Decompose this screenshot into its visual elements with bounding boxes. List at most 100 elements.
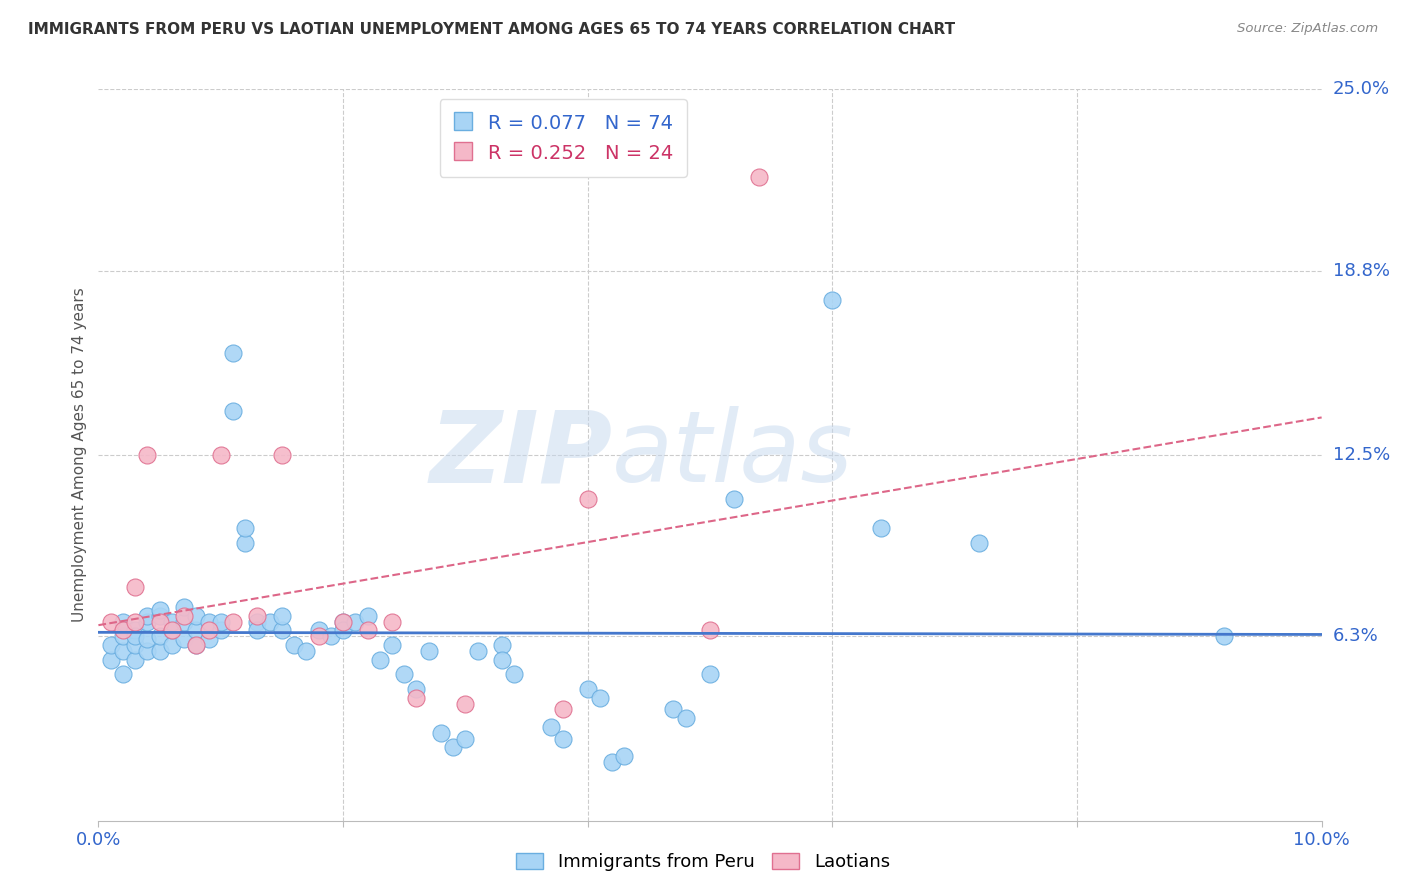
Point [136, 644, 159, 658]
Point [149, 608, 172, 623]
Point [209, 615, 232, 629]
Point [503, 667, 526, 681]
Point [149, 615, 172, 629]
Legend: Immigrants from Peru, Laotians: Immigrants from Peru, Laotians [509, 846, 897, 879]
Point [124, 580, 146, 594]
Point [186, 624, 208, 638]
Point [295, 644, 318, 658]
Point [699, 667, 721, 681]
Point [332, 615, 354, 629]
Point [246, 608, 269, 623]
Point [124, 638, 146, 652]
Point [356, 608, 378, 623]
Point [209, 624, 232, 638]
Point [699, 624, 721, 638]
Point [186, 608, 208, 623]
Point [441, 740, 464, 755]
Point [967, 535, 990, 549]
Point [467, 644, 489, 658]
Point [308, 624, 330, 638]
Point [454, 697, 477, 711]
Point [491, 638, 513, 652]
Text: ZIP: ZIP [429, 407, 612, 503]
Point [173, 632, 195, 647]
Point [160, 615, 183, 629]
Point [430, 726, 453, 740]
Point [222, 345, 245, 359]
Point [100, 638, 122, 652]
Text: atlas: atlas [612, 407, 853, 503]
Point [136, 608, 159, 623]
Point [600, 755, 623, 769]
Point [821, 293, 844, 307]
Point [270, 448, 292, 462]
Point [149, 644, 172, 658]
Point [209, 448, 232, 462]
Point [233, 535, 256, 549]
Point [136, 632, 159, 647]
Point [173, 600, 195, 615]
Point [136, 615, 159, 629]
Point [723, 491, 745, 506]
Point [160, 624, 183, 638]
Point [197, 624, 219, 638]
Legend: R = 0.077   N = 74, R = 0.252   N = 24: R = 0.077 N = 74, R = 0.252 N = 24 [440, 99, 688, 177]
Point [124, 615, 146, 629]
Point [491, 653, 513, 667]
Point [540, 720, 562, 734]
Point [100, 653, 122, 667]
Point [553, 702, 575, 716]
Point [553, 731, 575, 746]
Point [1212, 629, 1234, 643]
Point [675, 711, 697, 725]
Point [160, 624, 183, 638]
Point [222, 615, 245, 629]
Point [173, 615, 195, 629]
Point [124, 624, 146, 638]
Point [454, 731, 477, 746]
Point [111, 615, 134, 629]
Point [259, 615, 281, 629]
Point [283, 638, 305, 652]
Point [332, 624, 354, 638]
Point [149, 629, 172, 643]
Text: 6.3%: 6.3% [1333, 627, 1378, 645]
Point [332, 615, 354, 629]
Point [186, 638, 208, 652]
Point [149, 603, 172, 617]
Point [111, 667, 134, 681]
Point [136, 448, 159, 462]
Point [246, 624, 269, 638]
Point [222, 404, 245, 418]
Point [197, 632, 219, 647]
Text: 12.5%: 12.5% [1333, 446, 1391, 464]
Point [124, 653, 146, 667]
Point [308, 629, 330, 643]
Point [405, 690, 427, 705]
Point [576, 491, 599, 506]
Point [381, 615, 404, 629]
Point [589, 690, 612, 705]
Point [418, 644, 440, 658]
Point [100, 615, 122, 629]
Point [270, 608, 292, 623]
Point [576, 681, 599, 696]
Point [319, 629, 342, 643]
Point [368, 653, 391, 667]
Point [870, 521, 893, 535]
Point [160, 638, 183, 652]
Text: IMMIGRANTS FROM PERU VS LAOTIAN UNEMPLOYMENT AMONG AGES 65 TO 74 YEARS CORRELATI: IMMIGRANTS FROM PERU VS LAOTIAN UNEMPLOY… [28, 22, 955, 37]
Text: 25.0%: 25.0% [1333, 80, 1391, 98]
Point [111, 624, 134, 638]
Point [197, 615, 219, 629]
Point [405, 681, 427, 696]
Point [381, 638, 404, 652]
Point [344, 615, 367, 629]
Point [124, 629, 146, 643]
Point [186, 638, 208, 652]
Point [270, 624, 292, 638]
Point [662, 702, 685, 716]
Point [748, 169, 770, 184]
Point [613, 749, 636, 764]
Point [233, 521, 256, 535]
